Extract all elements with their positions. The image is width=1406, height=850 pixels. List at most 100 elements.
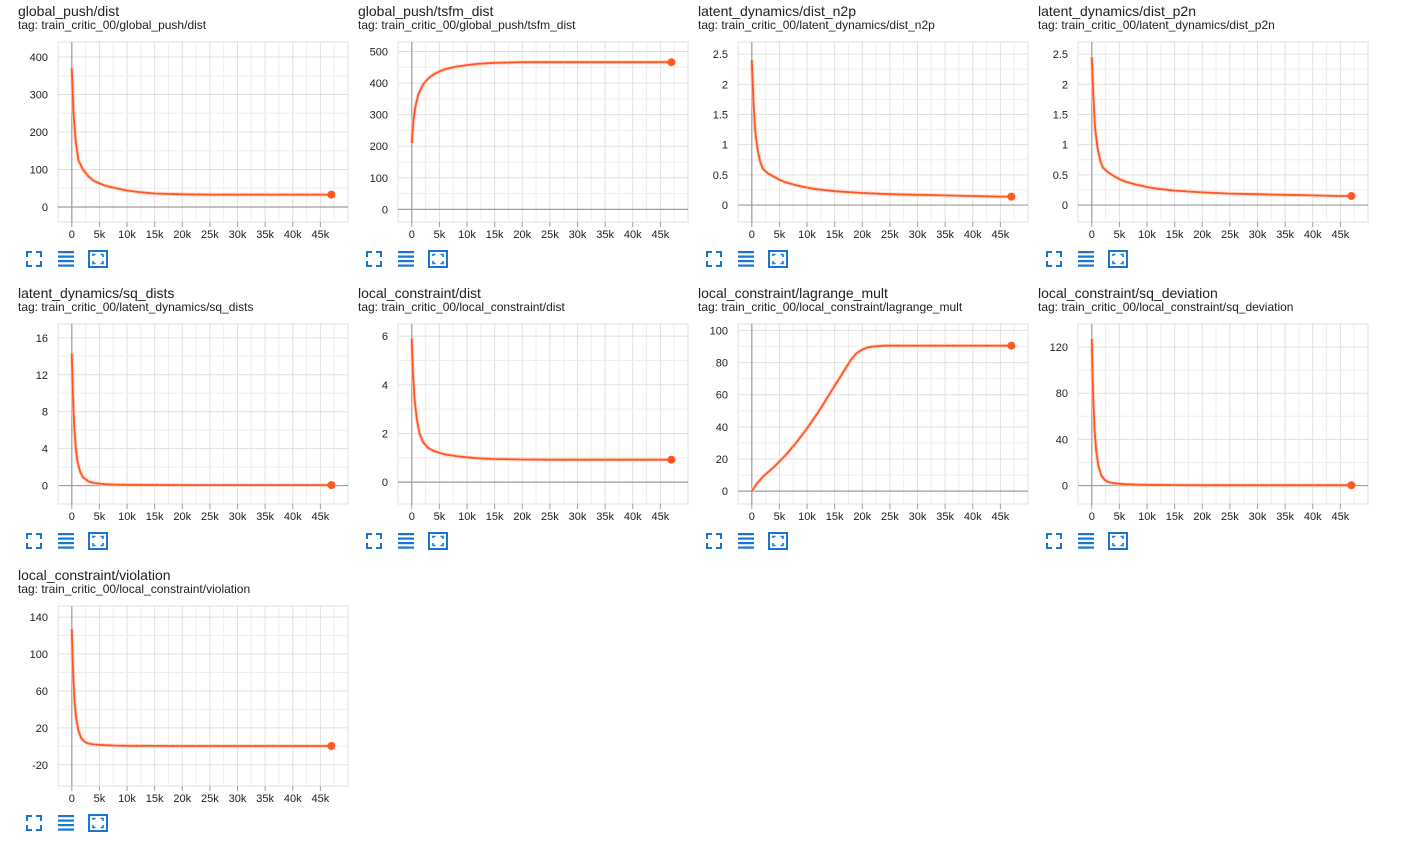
toggle-log-button[interactable] [55, 248, 77, 270]
fit-domain-button[interactable] [767, 248, 789, 270]
toggle-log-button[interactable] [55, 812, 77, 834]
x-tick-label: 0 [69, 511, 75, 523]
y-tick-label: 2 [722, 79, 728, 91]
x-tick-label: 0 [69, 793, 75, 805]
fit-domain-button[interactable] [87, 248, 109, 270]
fullscreen-button[interactable] [363, 530, 385, 552]
chart-title: global_push/dist [18, 3, 120, 19]
fit-domain-icon [1107, 530, 1129, 552]
y-tick-label: 2 [1062, 79, 1068, 91]
fullscreen-button[interactable] [23, 530, 45, 552]
x-tick-label: 20k [513, 511, 531, 523]
fit-domain-button[interactable] [87, 530, 109, 552]
fullscreen-button[interactable] [23, 248, 45, 270]
y-tick-label: 300 [370, 110, 388, 122]
chart-title: latent_dynamics/sq_dists [18, 285, 175, 301]
series-line[interactable] [1090, 338, 1352, 487]
x-tick-label: 35k [256, 511, 274, 523]
x-tick-label: 0 [409, 229, 415, 241]
series-line[interactable] [70, 68, 332, 196]
fullscreen-button[interactable] [1043, 530, 1065, 552]
line-chart: 0 5k 10k 15k 20k 25k 30k 35k 40k 45k -20 20 60 100 140 [30, 605, 349, 805]
toggle-log-button[interactable] [735, 248, 757, 270]
series-line[interactable] [1090, 57, 1352, 197]
fit-domain-button[interactable] [1107, 530, 1129, 552]
series-endpoint[interactable] [1347, 481, 1356, 490]
x-tick-label: 30k [569, 229, 587, 241]
series-line[interactable] [410, 61, 672, 144]
fit-domain-button[interactable] [427, 248, 449, 270]
x-tick-label: 20k [513, 229, 531, 241]
toggle-log-button[interactable] [395, 248, 417, 270]
fullscreen-icon [363, 530, 385, 552]
y-tick-label: 20 [36, 723, 48, 735]
y-tick-label: 2 [382, 428, 388, 440]
x-tick-label: 15k [826, 229, 844, 241]
y-tick-label: 40 [1056, 434, 1068, 446]
series-endpoint[interactable] [327, 742, 336, 751]
series-endpoint[interactable] [1007, 192, 1016, 201]
fit-domain-icon [1107, 248, 1129, 270]
fit-domain-button[interactable] [427, 530, 449, 552]
chart-card: latent_dynamics/dist_n2p tag: train_criti… [680, 0, 1029, 270]
series-line[interactable] [751, 344, 1012, 492]
y-tick-label: 0 [722, 200, 728, 212]
x-tick-label: 40k [284, 229, 302, 241]
series-endpoint[interactable] [1007, 341, 1016, 350]
line-chart: 0 5k 10k 15k 20k 25k 30k 35k 40k 45k 0 100 200 300 400… [370, 41, 689, 241]
series-line[interactable] [750, 60, 1012, 198]
x-tick-label: 35k [256, 229, 274, 241]
y-tick-label: 12 [36, 370, 48, 382]
series-line[interactable] [70, 353, 332, 487]
x-tick-label: 25k [201, 229, 219, 241]
chart-card: local_constraint/dist tag: train_critic_0… [340, 282, 689, 552]
toggle-log-button[interactable] [1075, 248, 1097, 270]
series-endpoint[interactable] [667, 58, 676, 67]
y-tick-label: 0.5 [713, 170, 728, 182]
toggle-log-button[interactable] [55, 530, 77, 552]
fit-domain-button[interactable] [87, 812, 109, 834]
x-tick-label: 10k [1138, 229, 1156, 241]
series-endpoint[interactable] [327, 481, 336, 490]
y-tick-label: 1.5 [713, 109, 728, 121]
y-tick-label: 300 [30, 90, 48, 102]
x-tick-label: 20k [173, 229, 191, 241]
series-line[interactable] [70, 629, 332, 747]
y-tick-label: 2.5 [713, 49, 728, 61]
fullscreen-icon [23, 248, 45, 270]
fit-domain-button[interactable] [767, 530, 789, 552]
y-tick-label: 100 [710, 325, 728, 337]
series-endpoint[interactable] [327, 190, 336, 199]
x-tick-label: 20k [853, 511, 871, 523]
chart-card: latent_dynamics/dist_p2n tag: train_criti… [1020, 0, 1369, 270]
fit-domain-button[interactable] [1107, 248, 1129, 270]
fit-domain-icon [87, 530, 109, 552]
x-tick-label: 30k [1249, 511, 1267, 523]
fullscreen-button[interactable] [703, 530, 725, 552]
series-line[interactable] [410, 338, 672, 461]
toggle-log-button[interactable] [1075, 530, 1097, 552]
fullscreen-button[interactable] [363, 248, 385, 270]
y-tick-label: 140 [30, 612, 48, 624]
fullscreen-icon [703, 530, 725, 552]
series-endpoint[interactable] [667, 455, 676, 464]
y-tick-label: 60 [716, 390, 728, 402]
x-tick-label: 25k [541, 229, 559, 241]
y-tick-label: 500 [370, 46, 388, 58]
toggle-log-button[interactable] [735, 530, 757, 552]
x-tick-label: 10k [1138, 511, 1156, 523]
x-tick-label: 10k [118, 793, 136, 805]
lines-icon [395, 248, 417, 270]
fullscreen-button[interactable] [23, 812, 45, 834]
fullscreen-button[interactable] [1043, 248, 1065, 270]
chart-tag: tag: train_critic_00/local_constraint/sq… [1038, 300, 1294, 314]
y-tick-label: 4 [42, 444, 48, 456]
x-tick-label: 15k [826, 511, 844, 523]
fullscreen-button[interactable] [703, 248, 725, 270]
toggle-log-button[interactable] [395, 530, 417, 552]
x-tick-label: 5k [434, 229, 446, 241]
series-endpoint[interactable] [1347, 192, 1356, 201]
x-tick-label: 40k [1304, 511, 1322, 523]
x-tick-label: 25k [1221, 511, 1239, 523]
chart-title: global_push/tsfm_dist [358, 3, 494, 19]
